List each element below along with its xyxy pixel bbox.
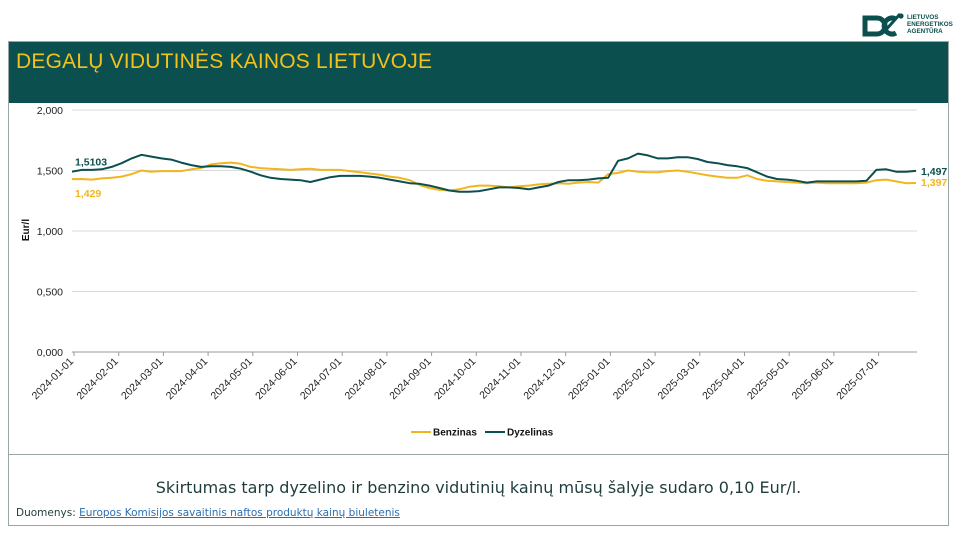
- x-tick-label: 2025-05-01: [745, 356, 792, 403]
- y-tick-label: 2,000: [37, 105, 63, 117]
- x-axis-ticks: 2024-01-012024-02-012024-03-012024-04-01…: [30, 352, 881, 402]
- legend-label: Benzinas: [433, 428, 477, 439]
- logo-text: LIETUVOS ENERGETIKOS AGENTŪRA: [907, 14, 953, 35]
- y-tick-label: 0,500: [37, 287, 63, 299]
- logo-line: AGENTŪRA: [907, 28, 943, 35]
- logo-line: LIETUVOS: [907, 14, 939, 21]
- x-tick-label: 2024-06-01: [253, 356, 300, 403]
- x-tick-label: 2024-08-01: [343, 356, 390, 403]
- chart-series: [71, 152, 917, 193]
- y-tick-label: 1,000: [37, 226, 63, 238]
- page-title: DEGALŲ VIDUTINĖS KAINOS LIETUVOJE: [16, 50, 433, 73]
- start-value-label: 1,5103: [75, 157, 107, 169]
- x-tick-label: 2024-11-01: [477, 356, 523, 402]
- end-value-label: 1,397: [921, 177, 947, 189]
- x-tick-label: 2024-01-01: [30, 356, 77, 403]
- source-label: Duomenys:: [16, 507, 80, 519]
- y-tick-label: 0,000: [37, 347, 63, 359]
- caption-divider: [9, 454, 948, 455]
- end-value-label: 1,497: [921, 166, 947, 178]
- caption-text: Skirtumas tarp dyzelino ir benzino vidut…: [155, 478, 802, 497]
- slide-frame: [8, 41, 949, 526]
- x-tick-label: 2024-12-01: [521, 356, 568, 403]
- start-value-label: 1,429: [75, 188, 101, 200]
- chart-data-labels: 1,429 1,397 1,5103 1,497: [75, 157, 947, 200]
- x-tick-label: 2024-10-01: [432, 356, 479, 403]
- x-tick-label: 2025-01-01: [566, 356, 613, 403]
- series-line-dyzelinas: [71, 152, 917, 193]
- x-tick-label: 2024-05-01: [208, 356, 255, 403]
- x-tick-label: 2025-06-01: [790, 356, 837, 403]
- top-strip: [0, 0, 960, 40]
- chart-grid: [72, 109, 917, 353]
- x-tick-label: 2025-02-01: [611, 356, 658, 403]
- source-line: Duomenys: Europos Komisijos savaitinis n…: [16, 507, 400, 519]
- x-tick-label: 2025-03-01: [655, 356, 702, 403]
- lea-logo-icon: [862, 13, 904, 37]
- x-tick-label: 2024-09-01: [387, 356, 434, 403]
- x-tick-label: 2024-04-01: [164, 356, 211, 403]
- x-tick-label: 2024-03-01: [119, 356, 166, 403]
- x-tick-label: 2024-02-01: [74, 356, 121, 403]
- y-axis-label: Eur/l: [21, 219, 32, 241]
- legend-label: Dyzelinas: [507, 428, 554, 439]
- x-tick-label: 2025-04-01: [700, 356, 747, 403]
- lea-logo: [862, 12, 954, 40]
- source-link[interactable]: Europos Komisijos savaitinis naftos prod…: [79, 507, 400, 519]
- chart-legend: Benzinas Dyzelinas: [411, 428, 554, 439]
- series-line-benzinas: [71, 161, 917, 192]
- title-bar: [9, 42, 948, 103]
- y-axis-ticks: 0,000 0,500 1,000 1,500 2,000: [37, 105, 63, 359]
- x-tick-label: 2024-07-01: [298, 356, 345, 403]
- x-tick-label: 2025-07-01: [834, 356, 881, 403]
- y-tick-label: 1,500: [37, 166, 63, 178]
- logo-line: ENERGETIKOS: [907, 21, 953, 28]
